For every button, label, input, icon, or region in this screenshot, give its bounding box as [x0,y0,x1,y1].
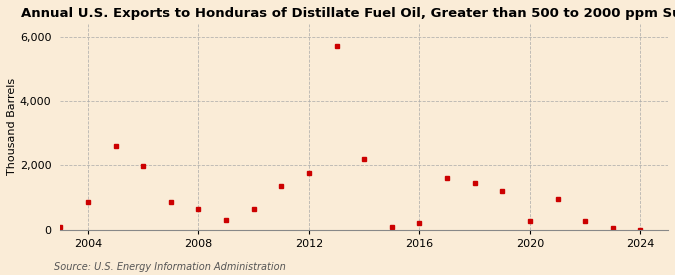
Text: Source: U.S. Energy Information Administration: Source: U.S. Energy Information Administ… [54,262,286,272]
Y-axis label: Thousand Barrels: Thousand Barrels [7,78,17,175]
Title: Annual U.S. Exports to Honduras of Distillate Fuel Oil, Greater than 500 to 2000: Annual U.S. Exports to Honduras of Disti… [21,7,675,20]
